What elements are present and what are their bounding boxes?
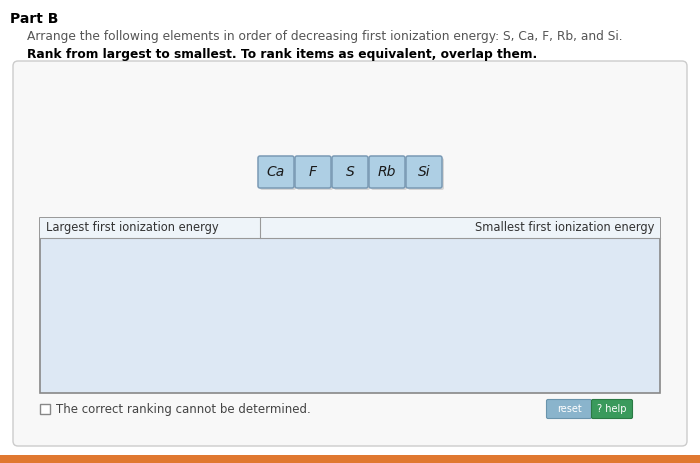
- FancyBboxPatch shape: [260, 158, 296, 190]
- Text: Part B: Part B: [10, 12, 58, 26]
- Text: F: F: [309, 165, 317, 179]
- FancyBboxPatch shape: [295, 156, 331, 188]
- Text: S: S: [346, 165, 354, 179]
- Text: Rb: Rb: [378, 165, 396, 179]
- Bar: [0, 455, 700, 463]
- FancyBboxPatch shape: [40, 218, 660, 393]
- Text: Ca: Ca: [267, 165, 285, 179]
- Text: Arrange the following elements in order of decreasing first ionization energy: S: Arrange the following elements in order …: [27, 30, 622, 43]
- FancyBboxPatch shape: [297, 158, 333, 190]
- Text: Largest first ionization energy: Largest first ionization energy: [46, 221, 218, 234]
- FancyBboxPatch shape: [547, 400, 592, 419]
- FancyBboxPatch shape: [334, 158, 370, 190]
- FancyBboxPatch shape: [406, 156, 442, 188]
- FancyBboxPatch shape: [371, 158, 407, 190]
- Bar: [40, 404, 50, 414]
- FancyBboxPatch shape: [408, 158, 444, 190]
- Text: Rank from largest to smallest. To rank items as equivalent, overlap them.: Rank from largest to smallest. To rank i…: [27, 48, 538, 61]
- FancyBboxPatch shape: [332, 156, 368, 188]
- Text: Si: Si: [418, 165, 430, 179]
- Text: ? help: ? help: [597, 404, 626, 414]
- Text: The correct ranking cannot be determined.: The correct ranking cannot be determined…: [56, 402, 311, 415]
- FancyBboxPatch shape: [258, 156, 294, 188]
- Text: reset: reset: [556, 404, 582, 414]
- FancyBboxPatch shape: [40, 218, 660, 238]
- FancyBboxPatch shape: [369, 156, 405, 188]
- Text: Smallest first ionization energy: Smallest first ionization energy: [475, 221, 654, 234]
- FancyBboxPatch shape: [592, 400, 633, 419]
- FancyBboxPatch shape: [13, 61, 687, 446]
